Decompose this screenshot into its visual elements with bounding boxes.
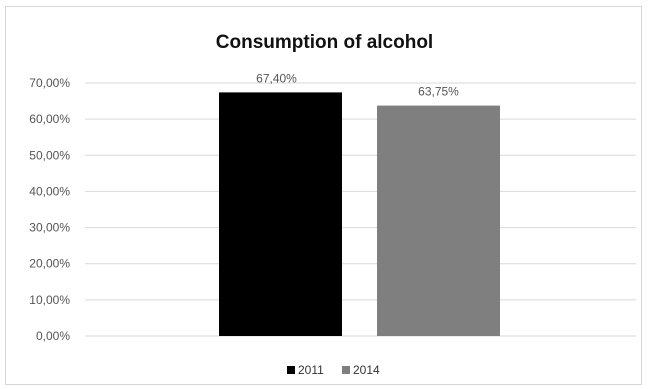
- y-tick-label: 30,00%: [29, 221, 70, 235]
- legend-swatch-2011: [287, 366, 295, 374]
- bars: [219, 92, 500, 336]
- y-tick-label: 20,00%: [29, 257, 70, 271]
- y-tick-label: 10,00%: [29, 293, 70, 307]
- y-tick-label: 50,00%: [29, 148, 70, 162]
- legend: 2011 2014: [287, 363, 380, 377]
- y-tick-label: 0,00%: [36, 329, 70, 343]
- y-tick-label: 60,00%: [29, 112, 70, 126]
- legend-label-2011: 2011: [298, 363, 324, 377]
- data-labels: 67,40% 63,75%: [256, 71, 459, 98]
- y-tick-label: 70,00%: [29, 76, 70, 90]
- legend-label-2014: 2014: [353, 363, 380, 377]
- bar-2014: [377, 105, 500, 336]
- data-label-2014: 63,75%: [418, 85, 459, 99]
- chart-title: Consumption of alcohol: [215, 32, 434, 53]
- bar-2011: [219, 92, 342, 336]
- data-label-2011: 67,40%: [256, 71, 297, 85]
- legend-swatch-2014: [342, 366, 350, 374]
- gridlines: [85, 82, 636, 337]
- y-tick-label: 40,00%: [29, 184, 70, 198]
- y-axis-ticks: 0,00% 10,00% 20,00% 30,00% 40,00% 50,00% 60,00…: [29, 76, 70, 343]
